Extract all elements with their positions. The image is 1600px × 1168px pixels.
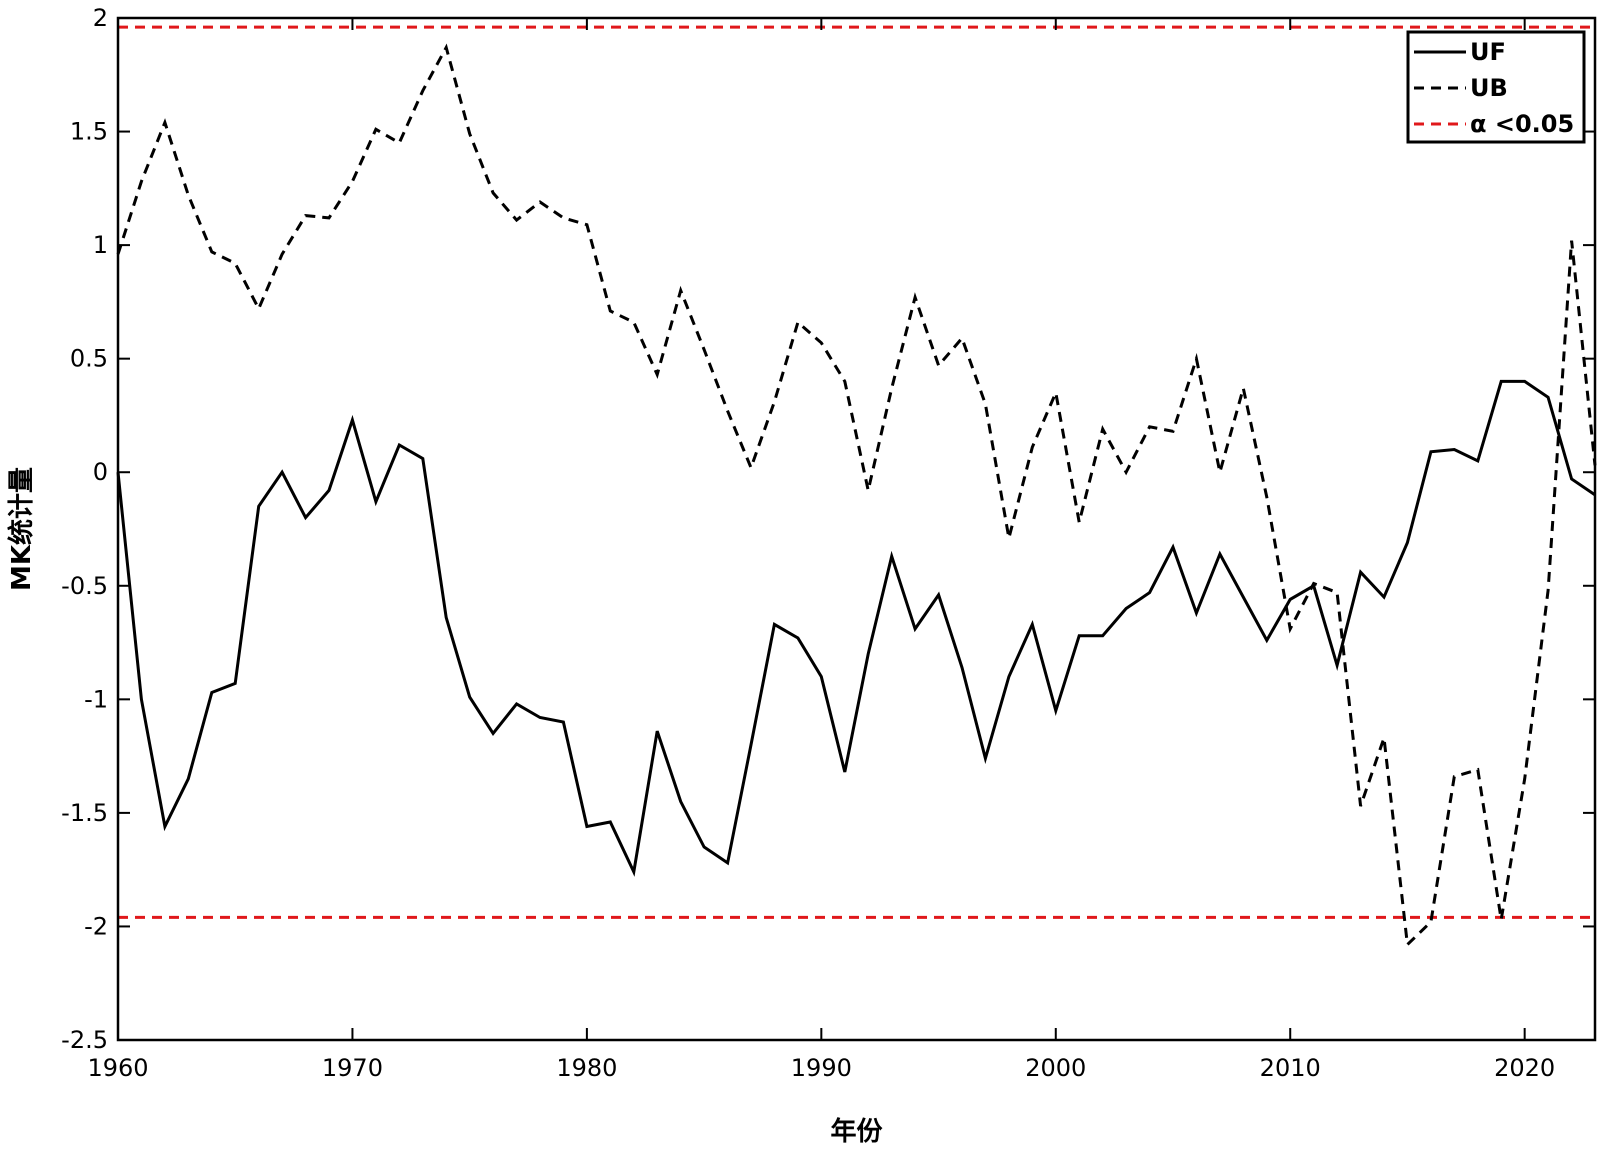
- y-axis: 2 1.5 1 0.5 0 -0.5 -1 -1.5 -2 -2.5: [61, 4, 1595, 1054]
- legend-label: UB: [1470, 74, 1508, 102]
- y-tick-label: -0.5: [61, 572, 108, 600]
- y-tick-label: -1.5: [61, 799, 108, 827]
- y-tick-label: 1: [93, 231, 108, 259]
- x-tick-label: 2010: [1260, 1054, 1321, 1082]
- y-tick-label: -1: [84, 685, 108, 713]
- y-axis-title: MK统计量: [6, 467, 37, 591]
- legend-label: α <0.05: [1470, 110, 1574, 138]
- series-lines: [116, 43, 1597, 948]
- x-tick-label: 2000: [1025, 1054, 1086, 1082]
- y-tick-label: 2: [93, 4, 108, 32]
- x-axis: 1960 1970 1980 1990 2000 2010 2020: [87, 18, 1555, 1082]
- x-tick-label: 1980: [556, 1054, 617, 1082]
- y-tick-label: -2: [84, 912, 108, 940]
- legend: UF UB α <0.05: [1406, 30, 1586, 144]
- x-tick-label: 1990: [791, 1054, 852, 1082]
- plot-frame: [116, 16, 1597, 1042]
- x-tick-label: 2020: [1494, 1054, 1555, 1082]
- y-tick-label: 0: [93, 458, 108, 486]
- y-tick-label: 1.5: [70, 118, 108, 146]
- legend-label: UF: [1470, 38, 1506, 66]
- x-axis-title: 年份: [830, 1116, 882, 1147]
- x-tick-label: 1970: [322, 1054, 383, 1082]
- series-line-uf: [116, 379, 1596, 877]
- series-line-ub: [116, 43, 1597, 948]
- x-tick-label: 1960: [87, 1054, 148, 1082]
- y-tick-label: -2.5: [61, 1026, 108, 1054]
- y-tick-label: 0.5: [70, 345, 108, 373]
- threshold-lines: [118, 25, 1595, 919]
